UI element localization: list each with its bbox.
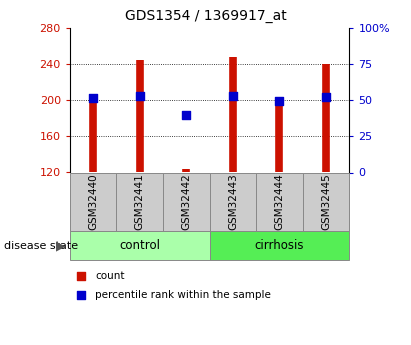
Point <box>90 96 97 101</box>
Bar <box>210 231 349 260</box>
Text: GSM32442: GSM32442 <box>181 174 191 230</box>
Bar <box>163 172 210 231</box>
Bar <box>210 172 256 231</box>
Text: percentile rank within the sample: percentile rank within the sample <box>95 290 271 300</box>
Text: count: count <box>95 270 125 280</box>
Text: GSM32445: GSM32445 <box>321 174 331 230</box>
Point <box>183 112 189 117</box>
Bar <box>256 172 303 231</box>
Text: control: control <box>119 239 160 252</box>
Text: GDS1354 / 1369917_at: GDS1354 / 1369917_at <box>125 9 286 23</box>
Bar <box>116 172 163 231</box>
Point <box>276 98 283 104</box>
Bar <box>303 172 349 231</box>
Text: GSM32440: GSM32440 <box>88 174 98 230</box>
Text: GSM32441: GSM32441 <box>135 174 145 230</box>
Text: GSM32444: GSM32444 <box>275 174 284 230</box>
Bar <box>70 172 116 231</box>
Point <box>78 273 84 278</box>
Point <box>323 95 329 100</box>
Text: ▶: ▶ <box>56 239 66 252</box>
Point <box>136 93 143 98</box>
Point <box>230 93 236 99</box>
Point <box>78 292 84 298</box>
Text: cirrhosis: cirrhosis <box>255 239 304 252</box>
Bar <box>70 231 210 260</box>
Text: disease state: disease state <box>4 241 78 251</box>
Text: GSM32443: GSM32443 <box>228 174 238 230</box>
